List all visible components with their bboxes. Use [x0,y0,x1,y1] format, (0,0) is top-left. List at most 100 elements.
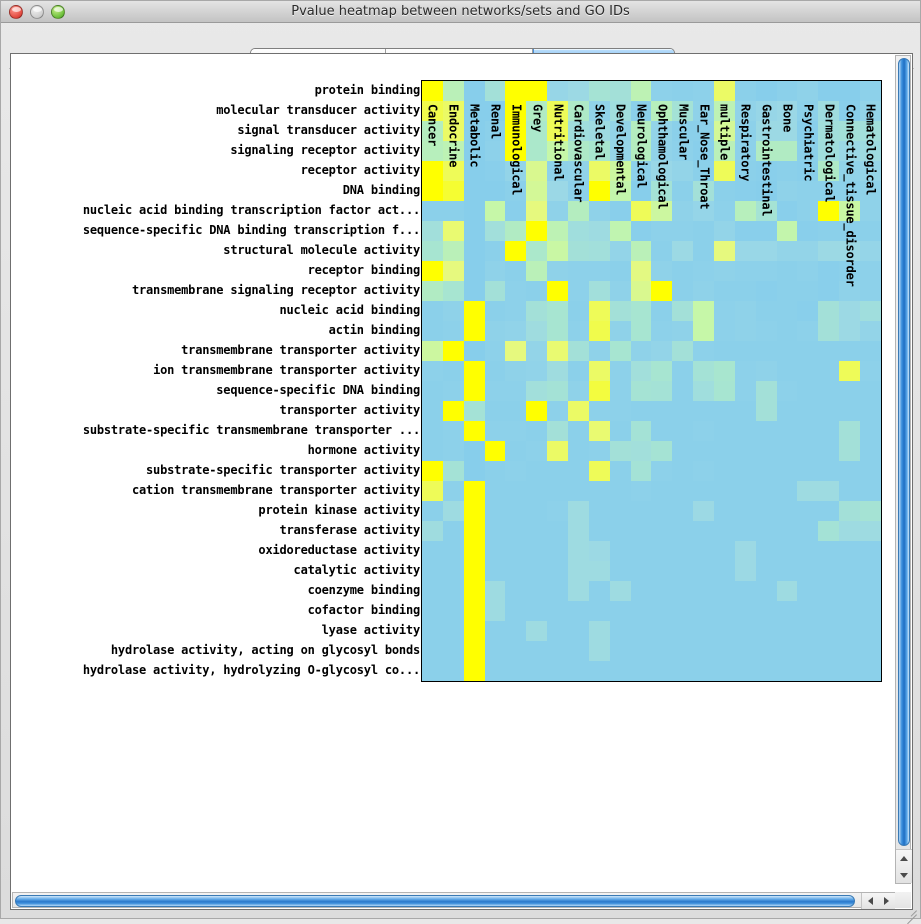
heatmap-cell[interactable] [588,441,610,461]
heatmap-cell[interactable] [672,201,694,221]
heatmap-cell[interactable] [714,561,735,581]
heatmap-cell[interactable] [672,401,694,421]
heatmap-cell[interactable] [693,281,715,301]
heatmap-cell[interactable] [442,521,464,541]
heatmap-cell[interactable] [839,621,861,641]
heatmap-cell[interactable] [818,81,840,101]
heatmap-cell[interactable] [776,321,798,341]
heatmap-cell[interactable] [839,421,861,441]
heatmap-cell[interactable] [776,341,798,361]
heatmap-cell[interactable] [755,141,777,161]
heatmap-cell[interactable] [672,361,694,381]
heatmap-cell[interactable] [609,501,631,521]
heatmap-cell[interactable] [860,421,881,441]
heatmap-cell[interactable] [547,161,569,181]
heatmap-cell[interactable] [505,301,527,321]
heatmap-cell[interactable] [526,401,548,421]
heatmap-cell[interactable] [588,461,610,481]
heatmap-cell[interactable] [609,421,631,441]
heatmap-cell[interactable] [693,361,715,381]
heatmap-cell[interactable] [714,461,735,481]
heatmap-cell[interactable] [714,421,735,441]
heatmap-cell[interactable] [526,321,548,341]
heatmap-cell[interactable] [651,281,673,301]
heatmap-cell[interactable] [734,321,756,341]
heatmap-cell[interactable] [609,141,631,161]
heatmap-cell[interactable] [672,541,694,561]
heatmap-cell[interactable] [755,421,777,441]
heatmap-cell[interactable] [651,121,673,141]
heatmap-cell[interactable] [797,461,819,481]
heatmap-cell[interactable] [672,621,694,641]
heatmap-cell[interactable] [630,521,652,541]
heatmap-cell[interactable] [547,561,569,581]
heatmap-cell[interactable] [442,561,464,581]
heatmap-cell[interactable] [547,301,569,321]
heatmap-cell[interactable] [839,241,861,261]
heatmap-cell[interactable] [860,401,881,421]
heatmap-cell[interactable] [776,361,798,381]
heatmap-cell[interactable] [422,241,443,261]
heatmap-cell[interactable] [734,281,756,301]
heatmap-cell[interactable] [484,201,506,221]
heatmap-cell[interactable] [547,481,569,501]
heatmap-cell[interactable] [755,101,777,121]
heatmap-cell[interactable] [609,481,631,501]
heatmap-cell[interactable] [818,641,840,661]
heatmap-cell[interactable] [609,561,631,581]
heatmap-cell[interactable] [630,141,652,161]
heatmap-cell[interactable] [588,121,610,141]
heatmap-cell[interactable] [776,221,798,241]
heatmap-cell[interactable] [526,141,548,161]
heatmap-cell[interactable] [609,321,631,341]
heatmap-cell[interactable] [693,461,715,481]
heatmap-cell[interactable] [547,121,569,141]
heatmap-cell[interactable] [839,321,861,341]
heatmap-cell[interactable] [755,521,777,541]
heatmap-cell[interactable] [693,541,715,561]
heatmap-cell[interactable] [860,81,881,101]
heatmap-cell[interactable] [568,201,589,221]
heatmap-cell[interactable] [818,541,840,561]
heatmap-cell[interactable] [734,441,756,461]
heatmap-cell[interactable] [755,281,777,301]
heatmap-cell[interactable] [505,661,527,681]
heatmap-cell[interactable] [839,401,861,421]
heatmap-cell[interactable] [797,241,819,261]
heatmap-cell[interactable] [776,421,798,441]
heatmap-cell[interactable] [463,541,485,561]
heatmap-cell[interactable] [568,521,589,541]
heatmap-cell[interactable] [755,381,777,401]
heatmap-cell[interactable] [860,241,881,261]
heatmap-cell[interactable] [714,281,735,301]
heatmap-cell[interactable] [797,561,819,581]
heatmap-cell[interactable] [776,461,798,481]
heatmap-cell[interactable] [776,141,798,161]
heatmap-cell[interactable] [505,81,527,101]
heatmap-cell[interactable] [672,501,694,521]
heatmap-cell[interactable] [651,81,673,101]
heatmap-cell[interactable] [734,181,756,201]
heatmap-cell[interactable] [818,141,840,161]
heatmap-cell[interactable] [568,161,589,181]
heatmap-cell[interactable] [484,521,506,541]
heatmap-cell[interactable] [818,481,840,501]
heatmap-cell[interactable] [588,161,610,181]
heatmap-cell[interactable] [630,321,652,341]
heatmap-cell[interactable] [818,241,840,261]
heatmap-cell[interactable] [463,81,485,101]
heatmap-cell[interactable] [776,661,798,681]
heatmap-cell[interactable] [776,601,798,621]
heatmap-cell[interactable] [818,441,840,461]
heatmap-cell[interactable] [693,201,715,221]
heatmap-cell[interactable] [797,601,819,621]
heatmap-cell[interactable] [672,441,694,461]
heatmap-cell[interactable] [505,581,527,601]
heatmap-cell[interactable] [568,561,589,581]
heatmap-cell[interactable] [860,321,881,341]
heatmap-cell[interactable] [818,361,840,381]
heatmap-cell[interactable] [839,141,861,161]
heatmap-cell[interactable] [797,281,819,301]
heatmap-cell[interactable] [734,381,756,401]
heatmap-cell[interactable] [818,561,840,581]
